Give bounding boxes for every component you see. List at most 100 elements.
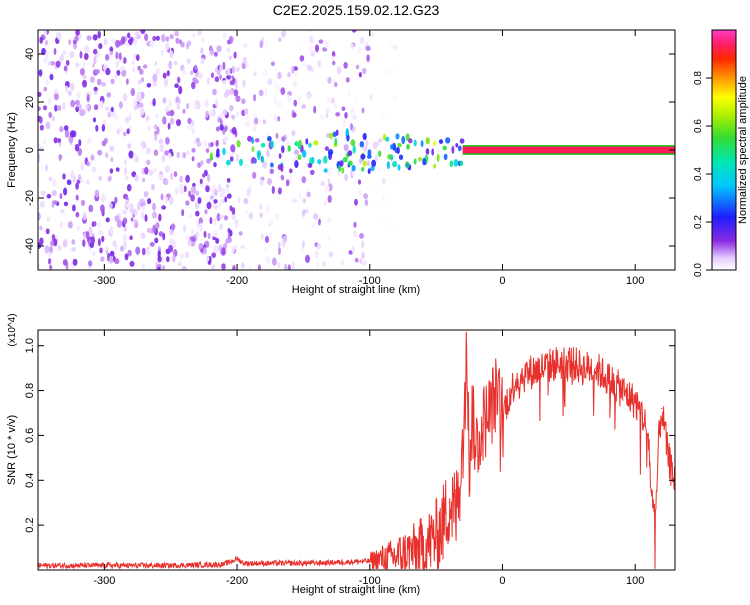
spectrogram-cell <box>269 168 274 174</box>
spectrogram-cell <box>48 97 52 105</box>
snr-point <box>435 535 437 538</box>
spectrogram-cell <box>124 253 129 261</box>
spectrogram-cell <box>251 156 256 163</box>
spectrogram-cell <box>161 265 166 270</box>
snr-point <box>302 562 304 564</box>
spectrogram-cell <box>142 64 148 69</box>
spectrogram-cell <box>122 93 128 102</box>
spectrogram-cell <box>154 237 159 244</box>
spectrogram-cell <box>266 132 269 138</box>
spectrogram-cell <box>260 233 264 240</box>
snr-plot: -300 -200 -100 0 100 0.2 0.4 0.6 0.8 1.0 Height … <box>6 313 676 596</box>
snr-point <box>482 423 484 425</box>
spectrogram-cell <box>453 159 459 167</box>
spectrogram-cell <box>252 171 257 179</box>
spectrogram-cell <box>49 73 54 81</box>
spectrogram-cell <box>310 169 315 176</box>
spectrogram-cell <box>118 52 122 60</box>
spectrogram-cell <box>372 181 378 188</box>
spectrogram-cell <box>212 217 217 226</box>
spectrogram-cell <box>100 204 105 213</box>
colorbar-gradient <box>711 29 737 271</box>
colorbar-tick-label: 0.4 <box>693 167 704 181</box>
spectrogram-cell <box>361 107 365 114</box>
spectrogram-cell <box>294 149 299 155</box>
spectrogram-cell <box>245 121 250 128</box>
spectrogram-cell <box>222 108 228 116</box>
spectrogram-cell <box>277 187 282 195</box>
spectrogram-cell <box>190 228 194 236</box>
spectrogram-cell <box>206 77 210 86</box>
spectrogram-cell <box>92 63 96 68</box>
spectrogram-cell <box>266 255 269 264</box>
y-tick-label: 0.4 <box>24 473 36 488</box>
spectrogram-cell <box>287 145 291 152</box>
spectrogram-cell <box>401 135 406 145</box>
spectrogram-cell <box>187 124 193 130</box>
spectrogram-cell <box>316 243 322 250</box>
spectrogram-cell <box>253 71 257 77</box>
spectrogram-cell <box>68 90 72 96</box>
spectrogram-cell <box>219 223 224 230</box>
spectrogram-cell <box>278 100 283 108</box>
spectrogram-cell <box>286 141 291 147</box>
spectrogram-cell <box>345 77 350 83</box>
spectrogram-cell <box>205 148 210 153</box>
spectrogram-cell <box>48 176 53 182</box>
spectrogram-cell <box>216 45 222 53</box>
spectrogram-cell <box>392 160 398 168</box>
spectrogram-cell <box>324 185 330 192</box>
spectrogram-cell <box>74 35 79 42</box>
y-tick-label: -40 <box>24 238 36 254</box>
spectrogram-cell <box>277 261 281 268</box>
spectrogram-cell <box>146 83 152 88</box>
spectrogram-cell <box>79 68 85 76</box>
spectrogram-cell <box>259 40 264 49</box>
spectrogram-cell <box>212 88 217 96</box>
spectrogram-cell <box>258 89 264 97</box>
spectrogram-cell <box>155 113 159 119</box>
spectrogram-cell <box>205 110 209 119</box>
spectrogram-cell <box>93 56 97 65</box>
spectrogram-cell <box>104 106 109 111</box>
spectrogram-cell <box>309 35 314 44</box>
snr-point <box>528 372 530 374</box>
spectrogram-cell <box>211 72 214 79</box>
spectrogram-cell <box>73 42 77 50</box>
spectrogram-cell <box>371 159 376 168</box>
spectrogram-cell <box>172 254 176 263</box>
spectrogram-cell <box>39 124 45 131</box>
spectrogram-cell <box>63 201 69 207</box>
spectrogram-cell <box>390 222 395 230</box>
spectrogram-cell <box>145 115 150 122</box>
signal-band-layer <box>462 145 675 155</box>
spectrogram-cell <box>215 139 219 147</box>
spectrogram-cell <box>286 94 292 103</box>
spectrogram-cell <box>343 61 348 69</box>
spectrogram-cell <box>162 72 167 79</box>
spectrogram-cell <box>339 160 344 167</box>
spectrogram-cell <box>176 151 180 159</box>
spectrogram-cell <box>243 197 249 205</box>
spectrogram-cell <box>122 241 127 250</box>
spectrogram-cell <box>162 97 167 104</box>
spectrogram-cell <box>120 245 124 252</box>
spectrogram-cell <box>360 153 366 160</box>
spectrogram-cell <box>111 37 116 44</box>
spectrogram-cell <box>44 245 50 254</box>
spectrogram-cell <box>129 235 133 241</box>
spectrogram-cell <box>63 187 68 196</box>
spectrogram-cell <box>167 152 172 160</box>
spectrogram-cell <box>65 85 69 93</box>
spectrogram-cell <box>293 99 298 107</box>
spectrogram-cell <box>215 238 220 244</box>
spectrogram-cell <box>188 190 192 198</box>
spectrogram-cell <box>115 60 120 68</box>
snr-point <box>647 434 650 436</box>
spectrogram-cell <box>114 114 119 120</box>
spectrogram-cell <box>114 215 120 223</box>
snr-point <box>369 560 371 562</box>
spectrogram-cell <box>357 179 362 185</box>
spectrogram-cell <box>215 99 219 107</box>
spectrogram-cell <box>193 64 198 71</box>
